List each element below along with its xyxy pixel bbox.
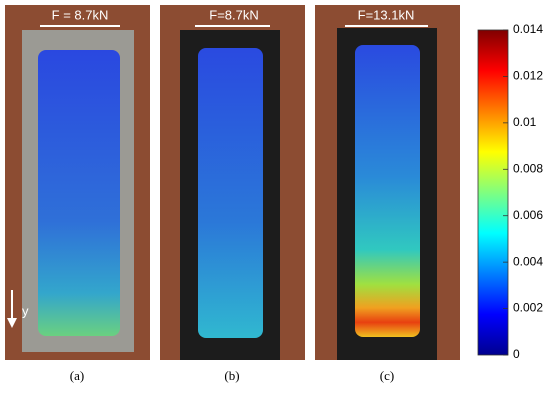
force-label: F=8.7kN	[209, 7, 259, 22]
strain-field	[198, 48, 263, 338]
panel-b: F=8.7kN	[160, 5, 305, 360]
force-label: F = 8.7kN	[52, 7, 109, 22]
strain-field	[355, 45, 420, 337]
strain-field	[38, 50, 120, 336]
colorbar-tick-label: 0.008	[513, 161, 543, 175]
colorbar-tick-label: 0.01	[513, 115, 537, 129]
colorbar-tick-label: 0.002	[513, 301, 543, 315]
colorbar-tick-label: 0.012	[513, 69, 543, 83]
colorbar-tick-label: 0.006	[513, 208, 543, 222]
colorbar-tick-label: 0.004	[513, 254, 543, 268]
caption: (b)	[224, 368, 239, 383]
panel-a: F = 8.7kN y	[5, 5, 150, 360]
force-label: F=13.1kN	[358, 7, 415, 22]
axis-label: y	[22, 303, 29, 318]
colorbar-ticks: 0.014 0.012 0.01 0.008 0.006 0.004 0.002 0	[503, 22, 543, 361]
panel-c: F=13.1kN	[315, 5, 460, 360]
arrow-head	[7, 318, 17, 328]
caption: (c)	[380, 368, 394, 383]
colorbar	[477, 29, 509, 356]
colorbar-tick-label: 0	[513, 347, 520, 361]
caption: (a)	[70, 368, 84, 383]
colorbar-tick-label: 0.014	[513, 22, 543, 36]
